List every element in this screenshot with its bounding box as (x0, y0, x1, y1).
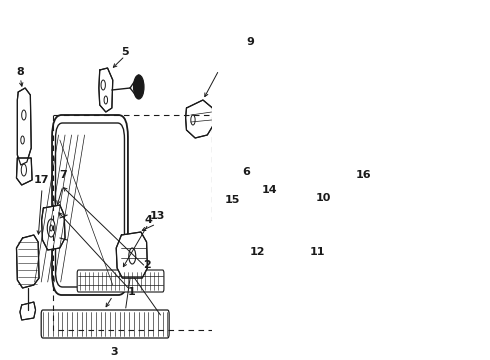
Polygon shape (270, 295, 277, 308)
FancyBboxPatch shape (234, 78, 281, 113)
Polygon shape (235, 226, 251, 252)
FancyBboxPatch shape (55, 123, 124, 287)
Polygon shape (273, 235, 324, 264)
Text: 9: 9 (246, 37, 255, 47)
Circle shape (134, 75, 144, 99)
FancyBboxPatch shape (52, 115, 128, 295)
Text: 14: 14 (262, 185, 277, 195)
Polygon shape (268, 248, 273, 256)
Polygon shape (277, 278, 333, 315)
Polygon shape (17, 158, 32, 185)
Polygon shape (116, 232, 147, 278)
FancyBboxPatch shape (77, 270, 164, 292)
Text: 15: 15 (224, 195, 240, 205)
Polygon shape (307, 195, 332, 242)
Text: 5: 5 (121, 47, 129, 57)
Text: 7: 7 (59, 170, 67, 180)
Text: 16: 16 (356, 170, 371, 180)
Polygon shape (241, 295, 247, 308)
Polygon shape (17, 88, 31, 165)
Polygon shape (17, 235, 39, 288)
Text: 10: 10 (316, 193, 331, 203)
Text: 17: 17 (34, 175, 49, 185)
Text: 12: 12 (249, 247, 265, 257)
FancyBboxPatch shape (41, 310, 169, 338)
Text: 3: 3 (110, 347, 118, 357)
Polygon shape (99, 68, 113, 112)
Polygon shape (297, 215, 304, 228)
Text: 4: 4 (145, 215, 153, 225)
Polygon shape (238, 192, 259, 220)
Polygon shape (20, 302, 36, 320)
Text: 8: 8 (17, 67, 24, 77)
Text: 1: 1 (127, 287, 135, 297)
Polygon shape (242, 278, 272, 315)
Text: 2: 2 (143, 260, 150, 270)
Polygon shape (42, 205, 65, 250)
Polygon shape (251, 232, 260, 246)
Text: 11: 11 (310, 247, 326, 257)
Text: 13: 13 (149, 211, 165, 221)
Text: 6: 6 (242, 167, 250, 177)
Polygon shape (186, 100, 213, 138)
Polygon shape (251, 265, 286, 335)
